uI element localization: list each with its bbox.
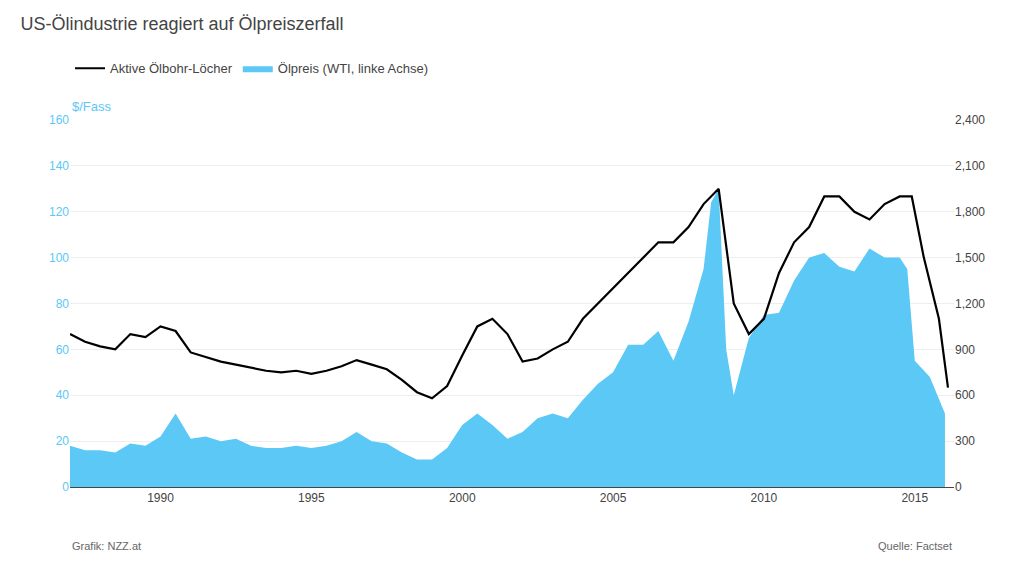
svg-text:60: 60 <box>56 343 70 357</box>
svg-text:120: 120 <box>49 205 69 219</box>
svg-text:2,400: 2,400 <box>955 113 985 127</box>
svg-text:Aktive Ölbohr-Löcher: Aktive Ölbohr-Löcher <box>110 61 233 76</box>
svg-text:$/Fass: $/Fass <box>72 99 112 114</box>
svg-text:0: 0 <box>62 480 69 494</box>
svg-text:2005: 2005 <box>600 491 627 505</box>
svg-text:1,500: 1,500 <box>955 251 985 265</box>
svg-text:600: 600 <box>955 388 975 402</box>
svg-text:Grafik: NZZ.at: Grafik: NZZ.at <box>72 540 141 552</box>
svg-text:1990: 1990 <box>147 491 174 505</box>
svg-text:900: 900 <box>955 343 975 357</box>
svg-text:1,200: 1,200 <box>955 297 985 311</box>
svg-text:1995: 1995 <box>298 491 325 505</box>
svg-text:Quelle: Factset: Quelle: Factset <box>878 540 952 552</box>
svg-text:40: 40 <box>56 388 70 402</box>
svg-text:20: 20 <box>56 434 70 448</box>
svg-text:0: 0 <box>955 480 962 494</box>
svg-text:2010: 2010 <box>751 491 778 505</box>
svg-text:300: 300 <box>955 434 975 448</box>
svg-text:140: 140 <box>49 159 69 173</box>
svg-text:80: 80 <box>56 297 70 311</box>
svg-text:2,100: 2,100 <box>955 159 985 173</box>
svg-text:2015: 2015 <box>901 491 928 505</box>
svg-text:US-Ölindustrie reagiert auf Öl: US-Ölindustrie reagiert auf Ölpreiszerfa… <box>20 14 343 34</box>
svg-text:100: 100 <box>49 251 69 265</box>
svg-text:2000: 2000 <box>449 491 476 505</box>
svg-text:Ölpreis (WTI, linke Achse): Ölpreis (WTI, linke Achse) <box>278 61 428 76</box>
svg-text:160: 160 <box>49 113 69 127</box>
svg-text:1,800: 1,800 <box>955 205 985 219</box>
